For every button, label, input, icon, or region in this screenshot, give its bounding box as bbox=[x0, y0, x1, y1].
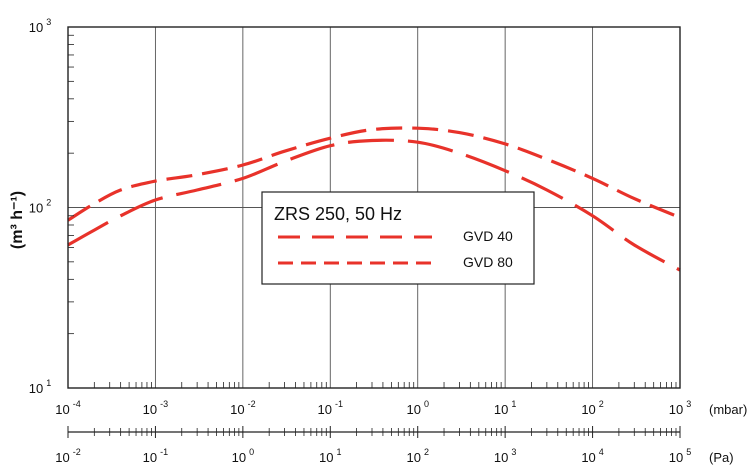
x-tick-label-pa: 10 3 bbox=[494, 447, 516, 465]
y-axis-label: (m³ h⁻¹) bbox=[9, 191, 26, 249]
legend-title: ZRS 250, 50 Hz bbox=[274, 204, 402, 224]
x-tick-label-mbar: 10 -2 bbox=[230, 399, 255, 417]
x-tick-label-mbar: 10 3 bbox=[669, 399, 691, 417]
x-tick-label-pa: 10 5 bbox=[669, 447, 691, 465]
x-tick-label-pa: 10 -1 bbox=[143, 447, 168, 465]
legend: ZRS 250, 50 Hz GVD 40 GVD 80 bbox=[261, 191, 535, 285]
x-axis-label-mbar: (mbar) bbox=[709, 402, 747, 417]
x-tick-label-pa: 10 1 bbox=[319, 447, 341, 465]
y-tick-label: 10 2 bbox=[29, 198, 51, 216]
series-layer bbox=[67, 126, 681, 272]
x-tick-label-mbar: 10 2 bbox=[581, 399, 603, 417]
y-tick-label: 10 3 bbox=[29, 17, 51, 35]
x-tick-label-mbar: 10 -1 bbox=[318, 399, 343, 417]
x-axis-pa: 10 -2 10 -1 10 0 10 1 10 2 10 3 10 4 10 5 bbox=[55, 426, 691, 465]
x-tick-label-mbar: 10 -3 bbox=[143, 399, 168, 417]
x-tick-label-pa: 10 4 bbox=[581, 447, 603, 465]
x-tick-label-mbar: 10 -4 bbox=[55, 399, 80, 417]
x-tick-label-mbar: 10 1 bbox=[494, 399, 516, 417]
x-tick-label-mbar: 10 0 bbox=[406, 399, 428, 417]
y-tick-label: 10 1 bbox=[29, 378, 51, 396]
x-tick-label-pa: 10 0 bbox=[232, 447, 254, 465]
series-line-gvd-40 bbox=[67, 138, 681, 272]
legend-label-gvd80: GVD 80 bbox=[463, 254, 513, 270]
plot-frame bbox=[67, 26, 681, 389]
x-tick-label-pa: 10 2 bbox=[406, 447, 428, 465]
x-tick-label-pa: 10 -2 bbox=[55, 447, 80, 465]
x-axis-label-pa: (Pa) bbox=[709, 450, 734, 465]
series-line-gvd-80 bbox=[67, 126, 681, 222]
legend-label-gvd40: GVD 40 bbox=[463, 228, 513, 244]
minor-ticks bbox=[68, 34, 677, 388]
x-axis-mbar: 10 -4 10 -3 10 -2 10 -1 10 0 10 1 10 2 10 3 bbox=[55, 399, 691, 417]
